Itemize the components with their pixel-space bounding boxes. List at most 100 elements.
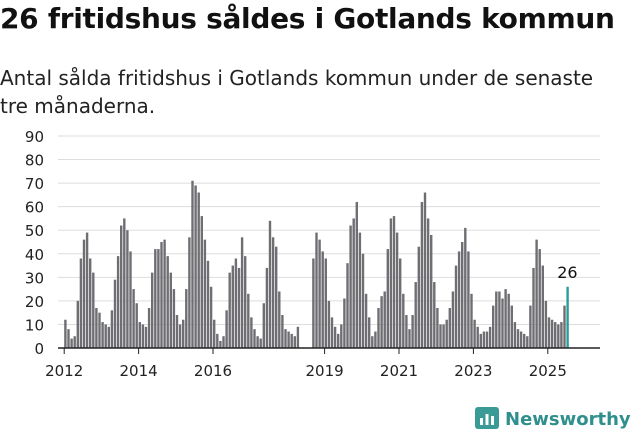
bar	[343, 298, 346, 348]
bar	[262, 303, 265, 348]
bar	[206, 260, 210, 348]
bar	[268, 220, 272, 348]
bar-series	[64, 180, 569, 348]
bar	[166, 256, 169, 348]
bar	[225, 310, 228, 348]
bar	[371, 336, 374, 348]
bar	[216, 333, 219, 348]
bar	[411, 315, 414, 348]
bar	[315, 232, 318, 348]
bar	[144, 326, 148, 348]
bar	[265, 267, 269, 348]
bar	[526, 336, 529, 348]
bar	[169, 272, 172, 348]
bar	[259, 338, 262, 348]
bar	[498, 291, 501, 348]
bar	[126, 230, 129, 348]
bar	[504, 289, 507, 348]
newsworthy-brand[interactable]: Newsworthy	[475, 407, 631, 431]
bar	[358, 232, 362, 348]
bar	[293, 336, 296, 348]
bar	[256, 336, 259, 348]
bar	[457, 251, 461, 348]
bar	[532, 267, 535, 348]
chart-subtitle: Antal sålda fritidshus i Gotlands kommun…	[0, 66, 594, 118]
bar	[377, 307, 380, 348]
bar	[464, 227, 467, 348]
bar	[95, 307, 98, 348]
bar	[321, 251, 324, 348]
y-tick-label: 30	[25, 269, 44, 287]
bar	[278, 291, 281, 348]
bar	[327, 300, 331, 348]
bar	[538, 249, 541, 348]
bar	[101, 322, 104, 348]
bar	[374, 331, 377, 348]
bar	[436, 307, 439, 348]
bar	[445, 319, 448, 348]
latest-value-label: 26	[557, 263, 577, 282]
bar	[296, 326, 300, 348]
bar	[495, 291, 498, 348]
bar	[237, 267, 241, 348]
bar	[219, 340, 222, 348]
bar	[228, 272, 231, 348]
bar	[82, 239, 86, 348]
bar	[287, 331, 290, 348]
bar	[557, 324, 560, 348]
bar	[98, 312, 101, 348]
bar	[253, 329, 256, 348]
bar	[420, 201, 424, 348]
bar-latest	[566, 286, 569, 348]
x-tick-label: 2012	[45, 362, 83, 380]
bar	[414, 282, 417, 348]
bar	[76, 300, 79, 348]
bar	[200, 216, 203, 348]
bar	[349, 225, 352, 348]
bar	[482, 331, 486, 348]
annotations: 26	[557, 263, 577, 282]
bar	[135, 303, 138, 348]
bar	[380, 296, 383, 348]
bar	[318, 239, 321, 348]
bar	[271, 237, 275, 348]
bar	[361, 253, 365, 348]
bar	[454, 265, 458, 348]
bar	[290, 333, 293, 348]
brand-name: Newsworthy	[505, 408, 631, 430]
bar	[523, 333, 526, 348]
bar	[337, 333, 340, 348]
bar	[231, 265, 234, 348]
bar	[439, 324, 442, 348]
bar	[129, 251, 132, 348]
bar	[324, 258, 327, 348]
bar	[507, 293, 510, 348]
bar-chart: 0 10 20 30 40 50 60 70 80 90 2012 2014 2016 2019 2021…	[25, 128, 600, 380]
bar	[430, 234, 433, 348]
bar	[73, 336, 76, 348]
bar	[399, 258, 402, 348]
bar	[488, 326, 492, 348]
bar	[172, 289, 176, 348]
bar	[563, 305, 566, 348]
bar	[442, 324, 445, 348]
x-tick-label: 2019	[306, 362, 344, 380]
bar	[473, 319, 476, 348]
bar	[492, 305, 495, 348]
newsworthy-logo-icon	[475, 407, 499, 429]
bar	[250, 317, 253, 348]
bar	[132, 289, 135, 348]
bar	[281, 315, 284, 348]
bar	[244, 256, 247, 348]
bar	[333, 326, 337, 348]
bar	[423, 192, 427, 348]
bar	[191, 180, 194, 348]
bar	[516, 329, 520, 348]
bar	[479, 333, 482, 348]
x-tick-label: 2014	[120, 362, 158, 380]
bar	[395, 232, 399, 348]
bar	[408, 329, 411, 348]
y-tick-label: 10	[25, 316, 44, 334]
y-tick-label: 40	[25, 246, 44, 264]
bar	[405, 315, 408, 348]
